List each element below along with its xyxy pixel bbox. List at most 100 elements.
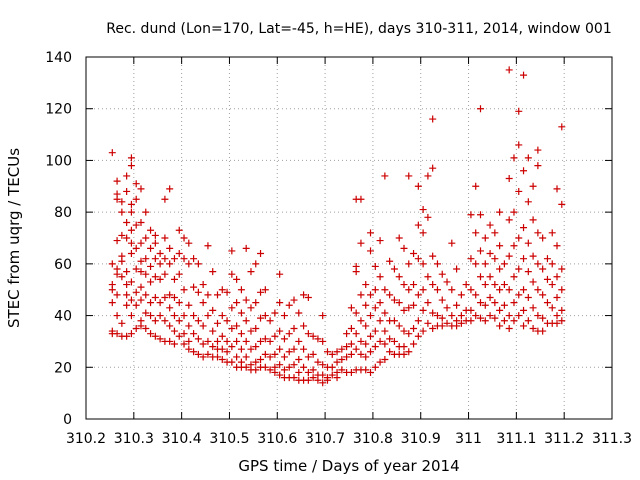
data-point — [108, 149, 116, 157]
y-tick-label: 100 — [45, 153, 72, 169]
data-point — [558, 306, 566, 314]
data-point — [161, 255, 169, 263]
data-point — [438, 270, 446, 278]
data-point — [261, 312, 269, 320]
data-point — [496, 265, 504, 273]
data-point — [261, 350, 269, 358]
chart-title: Rec. dund (Lon=170, Lat=-45, h=HE), days… — [106, 21, 612, 37]
data-point — [127, 226, 135, 234]
data-point — [362, 340, 370, 348]
data-point — [362, 301, 370, 309]
data-point — [424, 319, 432, 327]
data-point — [237, 330, 245, 338]
data-point — [218, 332, 226, 340]
data-point — [472, 182, 480, 190]
data-point — [448, 312, 456, 320]
data-point — [477, 211, 484, 219]
data-point — [161, 293, 169, 301]
data-point — [175, 299, 183, 307]
data-point — [357, 317, 365, 325]
data-point — [367, 348, 375, 356]
data-point — [319, 312, 327, 320]
data-point — [390, 296, 398, 304]
data-point — [280, 335, 288, 343]
data-point — [390, 337, 398, 345]
data-point — [381, 356, 389, 364]
data-point — [166, 291, 174, 299]
data-point — [477, 247, 484, 255]
data-point — [395, 322, 403, 330]
data-point — [419, 206, 427, 214]
data-point — [477, 105, 484, 113]
data-point — [300, 322, 308, 330]
y-axis-ticks: 0 20 40 60 80 100 120 140 — [45, 50, 612, 428]
data-point — [156, 335, 164, 343]
data-point — [276, 327, 284, 335]
data-point — [405, 286, 413, 294]
data-point — [190, 330, 198, 338]
data-point — [247, 327, 255, 335]
y-tick-label: 20 — [54, 360, 72, 376]
data-point — [123, 268, 131, 276]
data-point — [381, 172, 389, 180]
data-point — [510, 317, 518, 325]
data-point — [477, 299, 484, 307]
data-point — [553, 293, 561, 301]
data-point — [300, 363, 308, 371]
data-point — [223, 337, 231, 345]
data-point — [209, 306, 217, 314]
data-point — [185, 239, 193, 247]
data-point — [147, 262, 155, 270]
data-point — [266, 353, 274, 361]
data-point — [357, 350, 365, 358]
data-point — [534, 229, 542, 237]
data-point — [534, 286, 542, 294]
data-point — [543, 299, 551, 307]
data-point — [290, 345, 298, 353]
data-point — [228, 343, 236, 351]
data-point — [414, 182, 422, 190]
data-point — [429, 325, 437, 332]
data-point — [271, 368, 279, 376]
x-tick-label: 310.4 — [162, 431, 202, 447]
data-point — [405, 304, 413, 312]
data-point — [496, 208, 504, 216]
data-point — [386, 348, 394, 356]
data-point — [175, 332, 183, 340]
data-point — [242, 337, 250, 345]
data-point — [127, 250, 135, 258]
data-point — [453, 301, 461, 309]
data-point — [266, 317, 274, 325]
data-point — [199, 281, 207, 289]
data-point — [429, 115, 437, 123]
data-point — [276, 371, 284, 379]
data-point — [429, 164, 437, 172]
data-points — [108, 66, 566, 387]
data-point — [194, 335, 202, 343]
data-point — [343, 353, 351, 361]
data-point — [376, 337, 384, 345]
data-point — [453, 322, 461, 330]
data-point — [367, 312, 375, 320]
data-point — [237, 309, 245, 317]
data-point — [515, 234, 523, 242]
data-point — [194, 350, 202, 358]
plot-frame — [85, 56, 613, 420]
data-point — [433, 286, 441, 294]
data-point — [199, 340, 207, 348]
data-point — [491, 255, 499, 263]
data-point — [400, 306, 408, 314]
data-point — [500, 281, 508, 289]
data-point — [371, 363, 379, 371]
data-point — [524, 293, 532, 301]
data-point — [123, 172, 131, 180]
data-point — [309, 366, 317, 374]
data-point — [147, 312, 155, 320]
data-point — [534, 312, 542, 320]
data-point — [381, 309, 389, 317]
data-point — [199, 322, 207, 330]
data-point — [180, 255, 188, 263]
data-point — [414, 317, 422, 325]
data-point — [295, 309, 303, 317]
